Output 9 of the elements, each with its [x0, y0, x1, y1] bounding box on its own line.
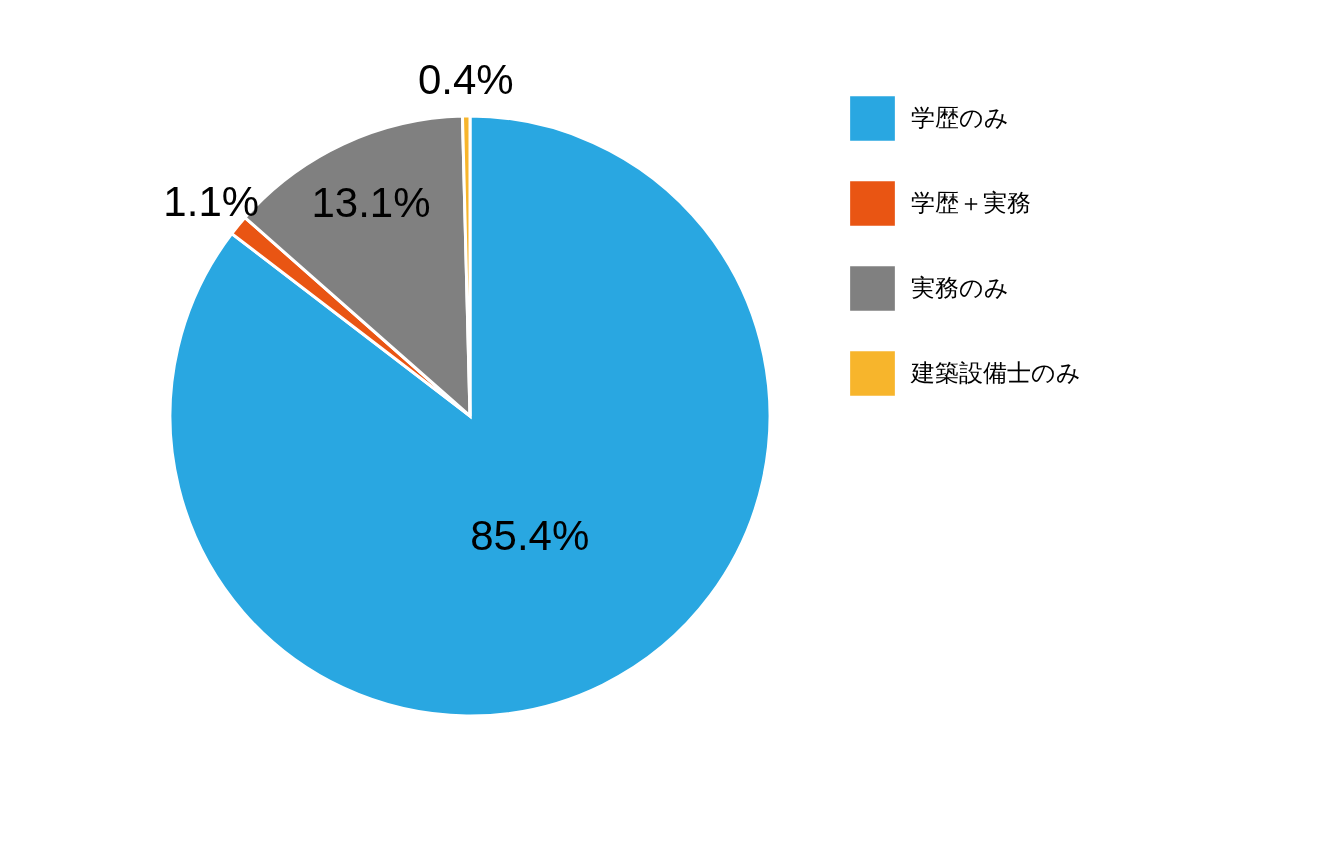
legend-label: 実務のみ [911, 273, 1009, 301]
pie-slice [168, 114, 772, 718]
data-label: 13.1% [311, 178, 431, 226]
data-label: 85.4% [470, 512, 590, 560]
data-label: 0.4% [417, 56, 514, 104]
legend-label: 建築設備士のみ [910, 358, 1081, 386]
legend-label: 学歴＋実務 [911, 188, 1031, 216]
legend-label: 学歴のみ [911, 103, 1009, 131]
data-label: 1.1% [163, 178, 260, 226]
